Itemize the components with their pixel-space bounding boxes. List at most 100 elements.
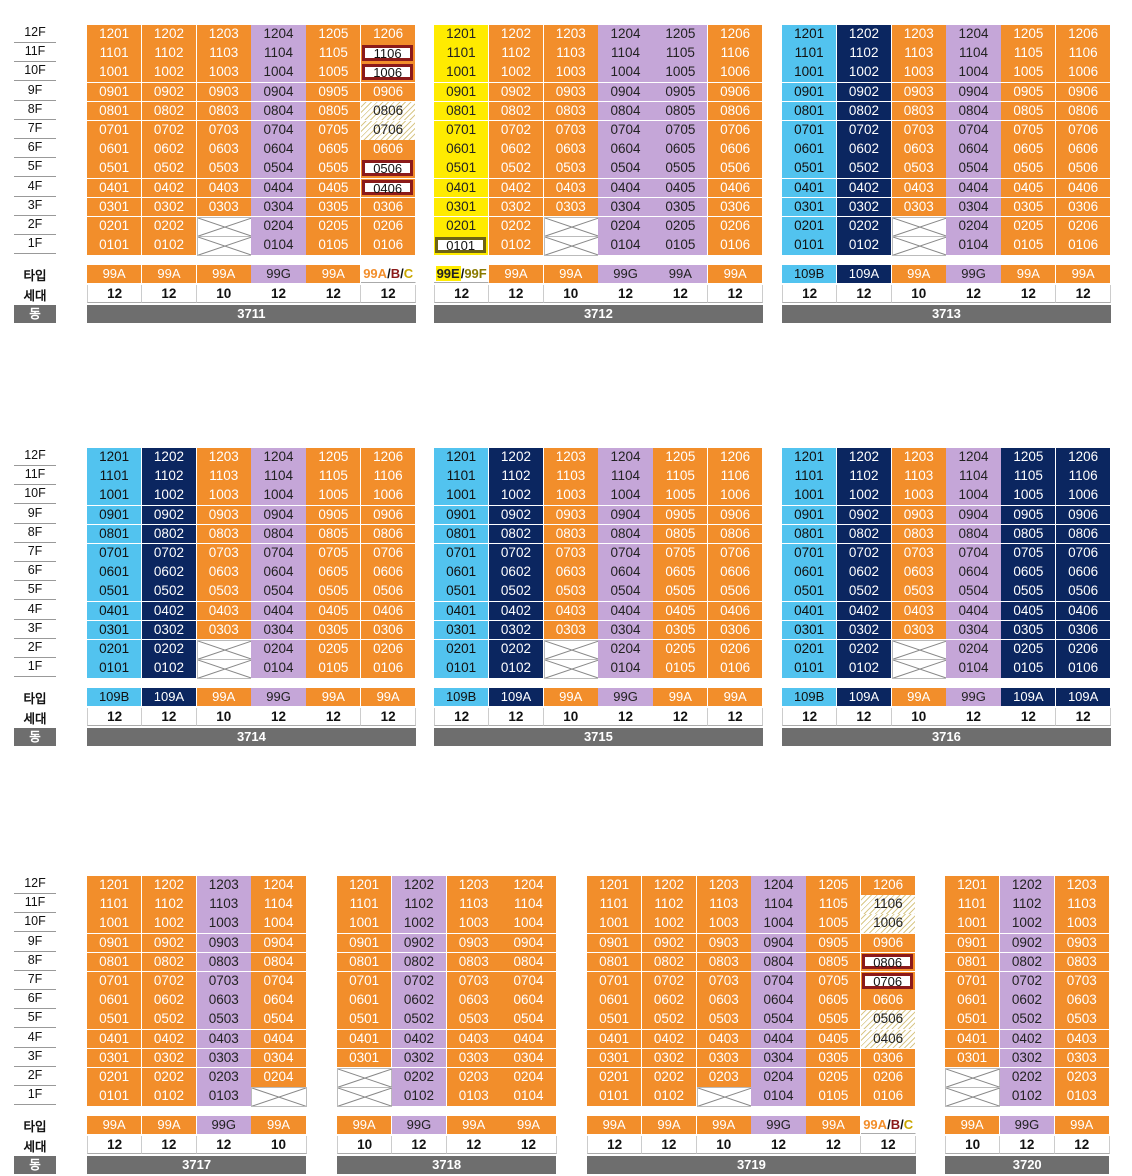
unit-cell[interactable]: 1102 [999, 895, 1056, 915]
unit-cell[interactable]: 0705 [306, 544, 362, 564]
unit-cell[interactable]: 0805 [653, 101, 709, 122]
unit-cell[interactable]: 0106 [708, 236, 764, 256]
unit-cell[interactable]: 0902 [488, 505, 545, 526]
unit-cell[interactable]: 0603 [696, 991, 752, 1011]
unit-cell[interactable]: 0601 [587, 991, 643, 1011]
unit-cell[interactable]: 0102 [641, 1087, 698, 1107]
unit-cell[interactable]: 0206 [708, 640, 764, 660]
unit-cell[interactable]: 0206 [861, 1068, 917, 1088]
unit-cell[interactable]: 0906 [1056, 82, 1112, 103]
unit-cell[interactable]: 0405 [1001, 178, 1057, 199]
unit-cell[interactable]: 0902 [488, 82, 545, 103]
unit-cell[interactable]: 0301 [782, 620, 838, 641]
unit-cell[interactable]: 0401 [87, 178, 143, 199]
unit-cell[interactable]: 0903 [696, 933, 752, 954]
unit-cell[interactable]: 0301 [87, 620, 143, 641]
unit-cell[interactable]: 0501 [945, 1010, 1001, 1031]
unit-cell[interactable]: 1203 [196, 25, 252, 45]
unit-cell[interactable]: 0301 [945, 1048, 1001, 1069]
unit-cell[interactable]: 1101 [945, 895, 1001, 915]
unit-cell[interactable]: 0303 [543, 197, 599, 218]
unit-cell[interactable]: 1104 [251, 467, 307, 487]
hatched-unit-cell[interactable]: 1006 [861, 914, 917, 935]
unit-cell[interactable]: 0701 [782, 121, 838, 141]
unit-cell[interactable]: 0503 [696, 1010, 752, 1031]
unit-cell[interactable]: 0601 [945, 991, 1001, 1011]
unit-cell[interactable]: 0704 [501, 972, 557, 992]
unit-cell[interactable]: 1002 [836, 486, 893, 507]
unit-cell[interactable]: 0806 [361, 524, 417, 545]
unit-cell[interactable]: 0905 [653, 82, 709, 103]
unit-cell[interactable]: 0701 [87, 544, 143, 564]
unit-cell[interactable]: 0505 [653, 159, 709, 180]
unit-cell[interactable]: 0405 [1001, 601, 1057, 622]
unit-cell[interactable]: 0106 [1056, 236, 1112, 256]
unit-cell[interactable]: 0403 [446, 1029, 502, 1050]
unit-cell[interactable]: 0706 [361, 544, 417, 564]
hatched-unit-cell[interactable]: 1106 [861, 895, 917, 915]
unit-cell[interactable]: 1202 [488, 25, 545, 45]
unit-cell[interactable]: 1104 [501, 895, 557, 915]
unit-cell[interactable]: 0802 [836, 101, 893, 122]
unit-cell[interactable]: 0901 [587, 933, 643, 954]
unit-cell[interactable]: 0503 [196, 582, 252, 603]
unit-cell[interactable]: 0401 [434, 601, 490, 622]
unit-cell[interactable]: 0401 [337, 1029, 393, 1050]
unit-cell[interactable]: 0302 [141, 1048, 198, 1069]
unit-cell[interactable]: 0402 [836, 601, 893, 622]
unit-cell[interactable]: 0801 [87, 524, 143, 545]
unit-cell[interactable]: 1102 [641, 895, 698, 915]
unit-cell[interactable]: 0502 [836, 159, 893, 180]
unit-cell[interactable]: 0403 [196, 601, 252, 622]
unit-cell[interactable]: 0403 [543, 601, 599, 622]
unit-cell[interactable]: 1206 [708, 25, 764, 45]
unit-cell[interactable]: 0802 [391, 952, 448, 973]
unit-cell[interactable]: 0803 [891, 524, 947, 545]
unit-cell[interactable]: 1202 [488, 448, 545, 468]
unit-cell[interactable]: 0105 [653, 236, 709, 256]
unit-cell[interactable]: 0201 [434, 640, 490, 660]
unit-cell[interactable]: 0905 [1001, 82, 1057, 103]
unit-cell[interactable]: 0502 [488, 582, 545, 603]
unit-cell[interactable]: 0402 [141, 178, 198, 199]
unit-cell[interactable]: 1206 [861, 876, 917, 896]
unit-cell[interactable]: 0906 [708, 82, 764, 103]
unit-cell[interactable]: 0401 [87, 1029, 143, 1050]
unit-cell[interactable]: 0604 [251, 991, 307, 1011]
unit-cell[interactable]: 0504 [946, 582, 1002, 603]
unit-cell[interactable]: 1102 [488, 467, 545, 487]
unit-cell[interactable]: 1003 [196, 914, 252, 935]
unit-cell[interactable]: 0704 [598, 544, 654, 564]
unit-cell[interactable]: 0406 [708, 601, 764, 622]
unit-cell[interactable]: 0304 [946, 620, 1002, 641]
unit-cell[interactable]: 0805 [1001, 101, 1057, 122]
unit-cell[interactable]: 0901 [782, 505, 838, 526]
unit-cell[interactable]: 1001 [337, 914, 393, 935]
unit-cell[interactable]: 0102 [141, 1087, 198, 1107]
unit-cell[interactable]: 0903 [543, 505, 599, 526]
unit-cell[interactable]: 1004 [598, 486, 654, 507]
unit-cell[interactable]: 0204 [946, 217, 1002, 237]
unit-cell[interactable]: 0405 [306, 601, 362, 622]
unit-cell[interactable]: 0401 [782, 601, 838, 622]
unit-cell[interactable]: 0205 [306, 640, 362, 660]
unit-cell[interactable]: 0703 [446, 972, 502, 992]
unit-cell[interactable]: 1106 [1056, 44, 1112, 64]
unit-cell[interactable]: 1004 [501, 914, 557, 935]
unit-cell[interactable]: 0801 [782, 524, 838, 545]
unit-cell[interactable]: 0103 [446, 1087, 502, 1107]
unit-cell[interactable]: 0602 [999, 991, 1056, 1011]
unit-cell[interactable]: 0303 [696, 1048, 752, 1069]
unit-cell[interactable]: 1004 [751, 914, 807, 935]
unit-cell[interactable]: 1101 [87, 895, 143, 915]
unit-cell[interactable]: 0404 [751, 1029, 807, 1050]
unit-cell[interactable]: 1202 [836, 25, 893, 45]
unit-cell[interactable]: 0301 [782, 197, 838, 218]
unit-cell[interactable]: 0501 [782, 582, 838, 603]
unit-cell[interactable]: 0806 [1056, 101, 1112, 122]
unit-cell[interactable]: 0704 [946, 544, 1002, 564]
unit-cell[interactable]: 1104 [946, 44, 1002, 64]
unit-cell[interactable]: 0102 [141, 236, 198, 256]
unit-cell[interactable]: 1006 [361, 63, 417, 84]
unit-cell[interactable]: 0702 [836, 121, 893, 141]
